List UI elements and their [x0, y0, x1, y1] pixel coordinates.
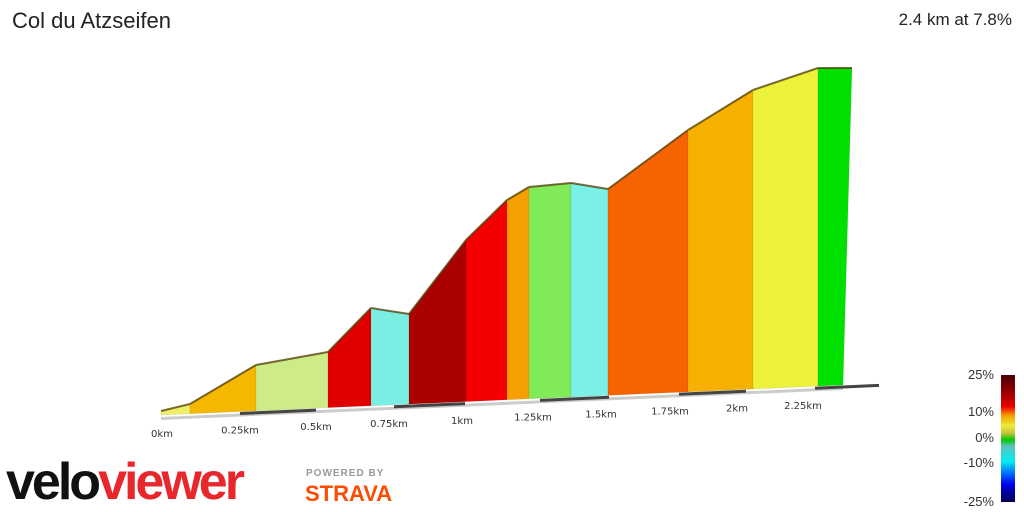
profile-edge — [189, 364, 257, 405]
profile-edge — [370, 307, 410, 315]
axis-band — [678, 389, 747, 396]
baseline — [161, 387, 843, 420]
profile-edge — [160, 403, 191, 412]
grade-segment — [370, 307, 410, 407]
legend-label-neg10: -10% — [963, 455, 994, 470]
strava-logo[interactable]: STRAVA — [305, 481, 393, 506]
grade-color-legend — [1001, 375, 1015, 502]
x-tick-label: 0.25km — [221, 426, 259, 437]
profile-edge — [465, 199, 508, 241]
legend-label-0: 0% — [975, 430, 994, 445]
x-tick-label: 1.25km — [514, 413, 552, 424]
grade-segment — [408, 239, 467, 405]
x-tick-label: 1km — [451, 416, 473, 427]
veloviewer-logo[interactable]: veloviewer — [6, 452, 245, 512]
profile-edge — [570, 182, 609, 190]
x-tick-label: 0km — [151, 429, 173, 440]
x-tick-label: 2.25km — [784, 401, 822, 412]
axis-band — [393, 402, 466, 409]
logo-velo: velo — [6, 453, 101, 511]
x-tick-label: 1.5km — [585, 410, 616, 421]
profile-edge — [607, 129, 689, 190]
grade-segment — [255, 351, 329, 412]
profile-edge — [408, 239, 467, 315]
profile-edge — [255, 351, 329, 366]
profile-edge — [752, 67, 819, 91]
grade-segment — [817, 67, 853, 387]
legend-label-neg25: -25% — [963, 494, 994, 509]
x-tick-label: 1.75km — [651, 407, 689, 418]
axis-band — [539, 395, 610, 402]
legend-label-25: 25% — [967, 367, 994, 382]
grade-segment — [327, 307, 372, 408]
profile-edge — [528, 182, 572, 188]
grade-segment — [607, 129, 689, 396]
legend-label-10: 10% — [967, 404, 994, 419]
profile-edge — [506, 186, 530, 201]
climb-summary: 2.4 km at 7.8% — [898, 10, 1012, 29]
powered-by-label: POWERED BY — [306, 468, 385, 479]
grade-segment — [506, 186, 530, 401]
grade-segment — [465, 199, 508, 402]
x-tick-label: 2km — [726, 404, 748, 415]
axis-band — [814, 383, 880, 390]
x-tick-label: 0.75km — [370, 419, 408, 430]
profile-edge — [327, 307, 372, 353]
grade-segment — [687, 89, 754, 393]
axis-band — [239, 408, 317, 416]
grade-segment — [570, 182, 609, 398]
logo-viewer: viewer — [98, 453, 245, 511]
grade-segment — [189, 364, 257, 414]
climb-title: Col du Atzseifen — [12, 8, 171, 33]
x-tick-label: 0.5km — [300, 422, 331, 433]
profile-edge — [687, 89, 754, 131]
grade-segment — [528, 182, 572, 400]
grade-segment — [752, 67, 819, 390]
